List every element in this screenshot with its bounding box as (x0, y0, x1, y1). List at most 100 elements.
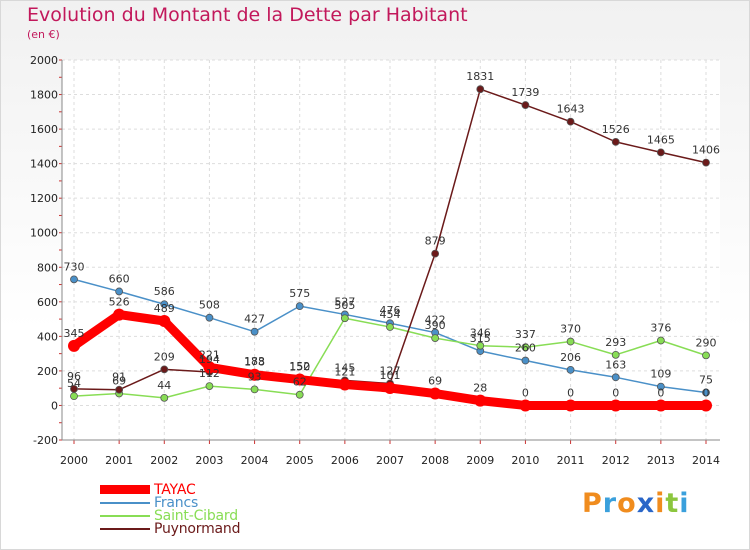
y-tick-label: 600 (37, 296, 58, 309)
y-tick-label: 0 (51, 399, 58, 412)
data-label: 150 (289, 361, 310, 374)
data-point (519, 399, 532, 412)
x-tick-label: 2011 (557, 454, 585, 467)
data-label: 194 (199, 353, 220, 366)
data-label: 54 (67, 377, 81, 390)
data-label: 1643 (557, 103, 585, 116)
data-point (566, 365, 575, 374)
data-label: 346 (470, 327, 491, 340)
data-point (521, 343, 530, 352)
data-point (611, 373, 620, 382)
x-tick-label: 2002 (150, 454, 178, 467)
legend-swatch (100, 502, 150, 504)
data-point (431, 249, 440, 258)
legend-swatch (100, 528, 150, 530)
data-label: 112 (199, 367, 220, 380)
data-point (431, 334, 440, 342)
data-label: 527 (334, 295, 355, 308)
y-tick-label: 1800 (30, 89, 58, 102)
data-point (338, 378, 351, 391)
data-label: 206 (560, 351, 581, 364)
data-point (609, 399, 622, 412)
data-point (293, 373, 306, 386)
y-tick-label: 200 (37, 365, 58, 378)
data-label: 69 (112, 375, 126, 388)
y-tick-label: -200 (33, 434, 58, 447)
data-label: 163 (605, 358, 626, 371)
y-tick-label: 2000 (30, 54, 58, 67)
data-point (70, 275, 78, 284)
data-label: 145 (334, 361, 355, 374)
data-label: 96 (67, 370, 81, 383)
data-point (160, 393, 169, 402)
x-tick-label: 2006 (331, 454, 359, 467)
data-point (250, 327, 259, 336)
data-label: 127 (380, 365, 401, 378)
data-point (340, 314, 349, 323)
data-label: 1526 (602, 123, 630, 136)
data-label: 183 (244, 355, 265, 368)
logo-letter: i (655, 488, 666, 519)
data-label: 454 (380, 308, 401, 321)
chart-title: Evolution du Montant de la Dette par Hab… (27, 4, 468, 26)
logo-letter: r (602, 488, 618, 519)
data-point (656, 382, 665, 391)
data-label: 152 (289, 360, 310, 373)
data-point (566, 337, 575, 346)
x-tick-label: 2008 (421, 454, 449, 467)
data-label: 221 (199, 348, 220, 361)
data-point (70, 392, 78, 401)
y-tick-label: 1400 (30, 158, 58, 171)
legend-swatch (100, 485, 150, 494)
data-label: 178 (244, 356, 265, 369)
data-label: 1406 (692, 144, 720, 157)
y-tick-label: 800 (37, 261, 58, 274)
data-label: 476 (380, 304, 401, 317)
data-label: 101 (380, 369, 401, 382)
data-label: 315 (470, 332, 491, 345)
data-label: 260 (515, 342, 536, 355)
data-label: 0 (657, 386, 664, 399)
logo-letter: i (679, 488, 690, 519)
x-tick-label: 2012 (602, 454, 630, 467)
data-label: 121 (334, 366, 355, 379)
data-label: 1739 (511, 86, 539, 99)
data-label: 93 (248, 370, 262, 383)
data-point (113, 308, 126, 321)
line-chart: -200020040060080010001200140016001800200… (30, 54, 720, 467)
data-point (474, 394, 487, 407)
logo-letter: t (665, 488, 680, 519)
data-point (386, 323, 394, 331)
x-tick-label: 2013 (647, 454, 675, 467)
x-tick-label: 2001 (105, 454, 133, 467)
data-point (70, 384, 78, 393)
data-point (702, 158, 710, 167)
y-tick-label: 1000 (30, 227, 58, 240)
x-tick-label: 2003 (195, 454, 223, 467)
data-point (564, 399, 577, 412)
data-label: 370 (560, 323, 581, 336)
data-point (295, 302, 304, 311)
data-label: 505 (334, 299, 355, 312)
logo-letter: o (617, 488, 637, 519)
data-label: 390 (425, 319, 446, 332)
data-point (656, 336, 665, 345)
data-label: 730 (64, 260, 85, 273)
data-label: 337 (515, 328, 536, 341)
x-tick-label: 2009 (466, 454, 494, 467)
data-point (68, 339, 80, 352)
data-label: 376 (650, 322, 671, 335)
data-point (656, 148, 665, 157)
data-label: 422 (425, 314, 446, 327)
data-point (702, 351, 710, 360)
data-point (611, 350, 620, 359)
data-point (295, 390, 304, 399)
data-label: 0 (522, 386, 529, 399)
data-point (476, 341, 485, 350)
data-label: 69 (428, 375, 442, 388)
data-point (115, 287, 124, 296)
data-label: 0 (567, 386, 574, 399)
x-tick-label: 2014 (692, 454, 720, 467)
legend-swatch (100, 515, 150, 517)
data-label: 0 (612, 386, 619, 399)
